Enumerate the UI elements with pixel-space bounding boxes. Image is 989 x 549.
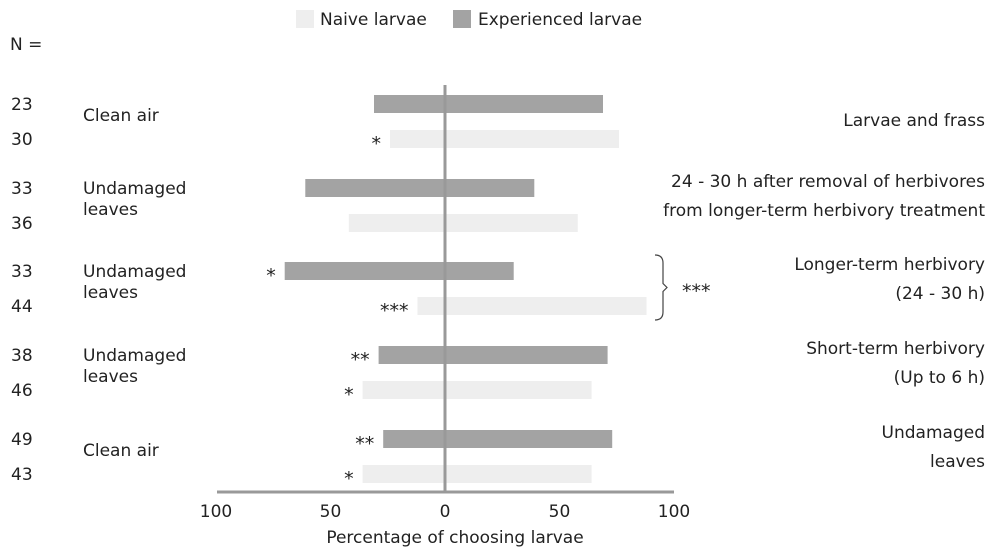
significance-marker: ** <box>351 349 370 371</box>
group-label-left: Clean air <box>83 106 159 126</box>
legend-label-experienced: Experienced larvae <box>478 10 642 30</box>
x-axis-label: Percentage of choosing larvae <box>326 528 583 548</box>
n-value: 44 <box>11 297 33 317</box>
group-label-left: Undamaged <box>83 179 186 199</box>
x-tick-label: 100 <box>658 502 690 522</box>
legend-swatch-naive <box>296 10 314 28</box>
group-label-left: Undamaged <box>83 262 186 282</box>
n-value: 43 <box>11 465 33 485</box>
significance-marker: ** <box>355 433 374 455</box>
n-value: 33 <box>11 179 33 199</box>
bar-naive <box>362 465 592 483</box>
n-value: 30 <box>11 130 33 150</box>
bars-layer <box>284 95 647 483</box>
n-header: N = <box>10 35 42 55</box>
n-value: 33 <box>11 262 33 282</box>
group-label-right: (Up to 6 h) <box>894 368 985 388</box>
group-label-right: leaves <box>930 452 985 472</box>
bar-experienced <box>284 262 514 280</box>
significance-bracket <box>654 254 668 321</box>
n-value: 49 <box>11 430 33 450</box>
n-value: 36 <box>11 214 33 234</box>
bar-experienced <box>374 95 603 113</box>
bar-experienced <box>383 430 613 448</box>
x-tick-label: 50 <box>549 502 571 522</box>
row-labels: 23 30 * Clean air Larvae and frass 33 36 Undama… <box>11 95 985 490</box>
group-label-right: from longer-term herbivory treatment <box>663 201 985 221</box>
bar-naive <box>417 297 647 315</box>
legend-swatch-experienced <box>453 10 471 28</box>
group-label-right: 24 - 30 h after removal of herbivores <box>671 172 985 192</box>
x-tick-label: 0 <box>440 502 451 522</box>
significance-marker: * <box>372 133 382 155</box>
legend: Naive larvae Experienced larvae <box>296 10 642 30</box>
n-value: 23 <box>11 95 33 115</box>
significance-marker: * <box>266 265 276 287</box>
group-label-left: Clean air <box>83 441 159 461</box>
group-label-left: leaves <box>83 283 138 303</box>
group-label-right: Larvae and frass <box>843 111 985 131</box>
group-label-right: Undamaged <box>882 423 985 443</box>
significance-marker: * <box>344 468 354 490</box>
group-label-left: Undamaged <box>83 346 186 366</box>
legend-label-naive: Naive larvae <box>320 10 427 30</box>
x-tick-label: 50 <box>320 502 342 522</box>
bar-naive <box>362 381 592 399</box>
bar-experienced <box>305 179 535 197</box>
bar-experienced <box>378 346 608 364</box>
x-tick-label: 100 <box>200 502 232 522</box>
bar-naive <box>390 130 619 148</box>
bar-naive <box>348 214 578 232</box>
significance-marker: * <box>344 384 354 406</box>
group-label-right: (24 - 30 h) <box>895 284 985 304</box>
n-value: 46 <box>11 381 33 401</box>
group-label-right: Longer-term herbivory <box>794 255 985 275</box>
bracket-significance-marker: *** <box>682 281 711 303</box>
n-value: 38 <box>11 346 33 366</box>
group-label-left: leaves <box>83 367 138 387</box>
x-tick-labels: 100 50 0 50 100 <box>200 502 690 522</box>
significance-marker: *** <box>380 300 409 322</box>
group-label-right: Short-term herbivory <box>806 339 985 359</box>
group-label-left: leaves <box>83 200 138 220</box>
